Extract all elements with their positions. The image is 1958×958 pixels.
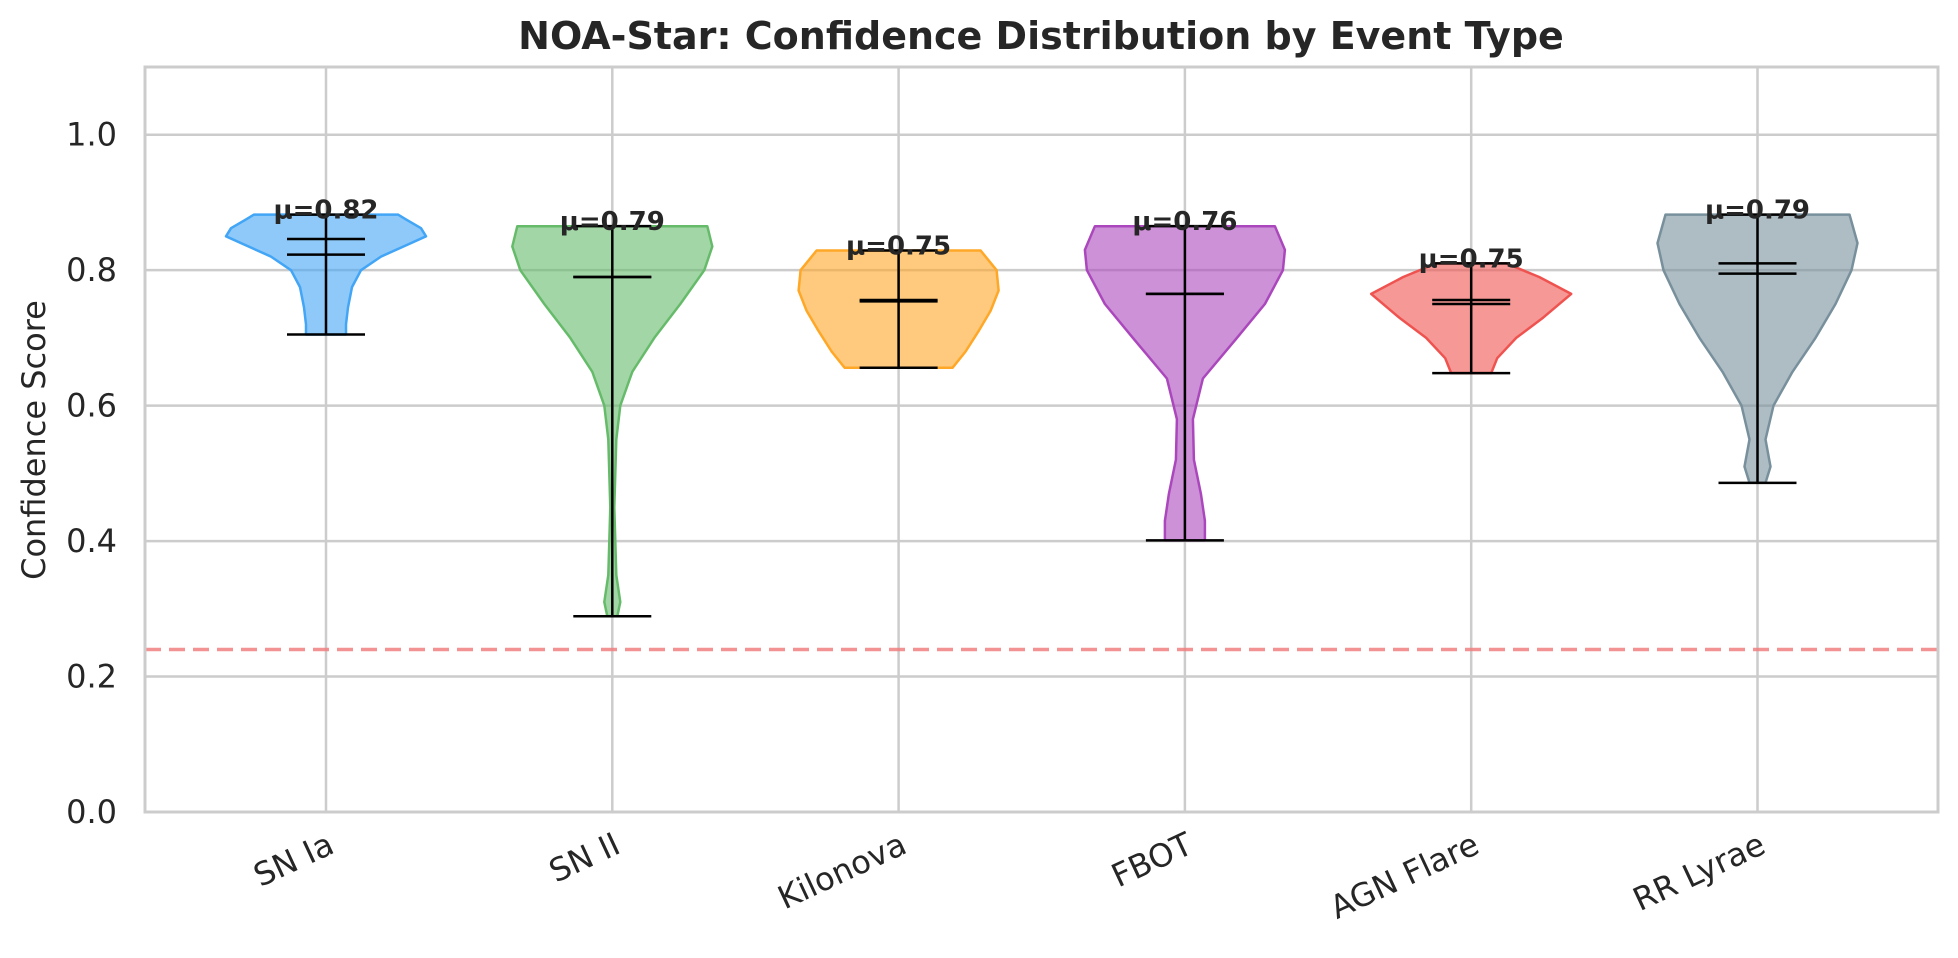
grid-layer (145, 67, 1938, 814)
mean-annotation: μ=0.76 (1132, 207, 1237, 237)
y-tick-label: 0.8 (66, 251, 117, 289)
plot-frame (143, 65, 1940, 814)
y-tick-label: 0.0 (66, 793, 117, 831)
y-axis-label: Confidence Score (15, 300, 53, 580)
mean-annotation: μ=0.79 (1705, 196, 1810, 226)
mean-annotation: μ=0.79 (560, 207, 665, 237)
violin-layer (224, 213, 1859, 618)
y-tick-label: 0.2 (66, 658, 117, 696)
y-tick-label: 0.4 (66, 522, 117, 560)
y-tick-label: 0.6 (66, 387, 117, 425)
chart-title: NOA-Star: Confidence Distribution by Eve… (518, 14, 1564, 58)
mean-annotation: μ=0.75 (846, 232, 951, 262)
y-tick-label: 1.0 (66, 116, 117, 154)
mean-annotation: μ=0.82 (273, 196, 378, 226)
mean-annotation: μ=0.75 (1419, 244, 1524, 274)
